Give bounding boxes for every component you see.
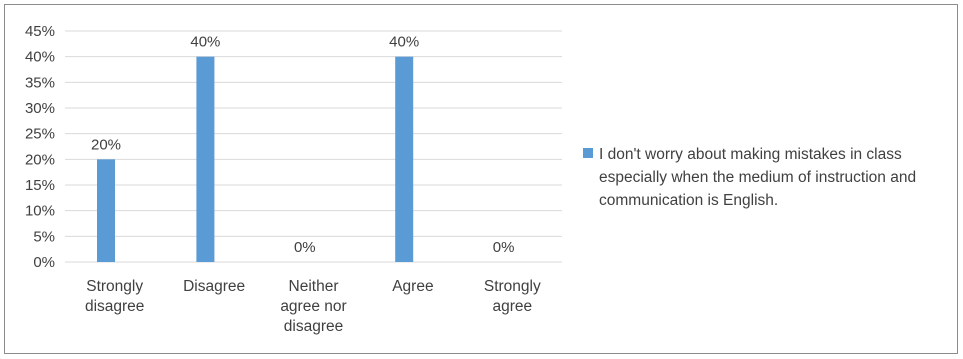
x-tick-label: Strongly agree — [484, 278, 541, 315]
chart-frame: 0% 5% 10% 15% 20% 25% 30% 35% 40% 45% 20% 40% 0% 40%… — [4, 4, 958, 354]
y-tick-label: 10% — [25, 203, 55, 220]
bar — [395, 56, 414, 262]
x-tick-label: Neither agree nor disagree — [280, 278, 346, 335]
y-tick-label: 25% — [25, 126, 55, 143]
bar — [97, 159, 115, 262]
data-label: 0% — [294, 239, 316, 256]
legend-swatch — [583, 148, 593, 158]
data-label: 20% — [91, 136, 121, 153]
y-tick-label: 0% — [33, 254, 55, 271]
data-labels: 20% 40% 0% 40% 0% — [91, 34, 514, 256]
bar-chart: 0% 5% 10% 15% 20% 25% 30% 35% 40% 45% 20% 40% 0% 40%… — [25, 23, 562, 335]
bars — [97, 56, 414, 262]
data-label: 0% — [493, 239, 515, 256]
data-label: 40% — [190, 34, 220, 51]
x-tick-label: Strongly disagree — [85, 278, 144, 315]
y-tick-label: 45% — [25, 23, 55, 40]
data-label: 40% — [389, 34, 419, 51]
y-tick-label: 15% — [25, 177, 55, 194]
x-axis-ticks: Strongly disagree Disagree Neither agree nor… — [85, 278, 541, 335]
y-tick-label: 40% — [25, 49, 55, 66]
x-tick-label: Agree — [392, 278, 433, 295]
bar — [196, 56, 215, 262]
x-tick-label: Disagree — [183, 278, 245, 295]
y-tick-label: 20% — [25, 151, 55, 168]
y-tick-label: 5% — [33, 228, 55, 245]
legend-label: I don't worry about making mistakes in c… — [599, 146, 917, 209]
y-axis-ticks: 0% 5% 10% 15% 20% 25% 30% 35% 40% 45% — [25, 23, 55, 271]
y-tick-label: 35% — [25, 74, 55, 91]
gridlines — [65, 30, 562, 263]
y-tick-label: 30% — [25, 100, 55, 117]
